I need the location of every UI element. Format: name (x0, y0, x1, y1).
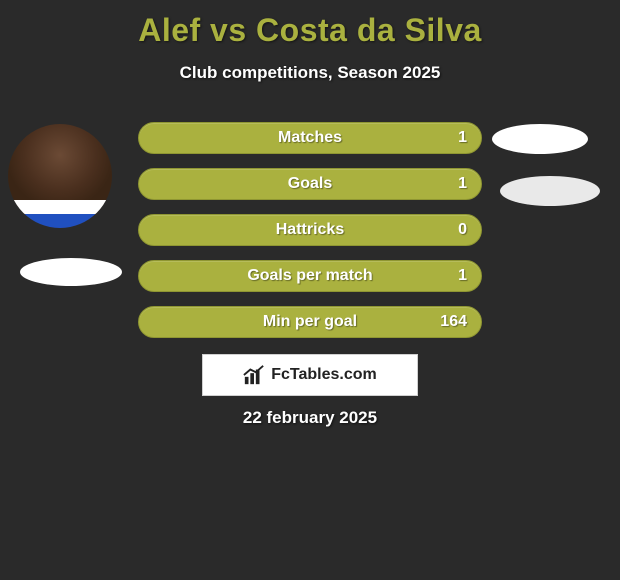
brand-name: FcTables.com (271, 366, 377, 384)
player2-pill-2 (500, 176, 600, 206)
subtitle: Club competitions, Season 2025 (0, 63, 620, 83)
stat-bar-hattricks: Hattricks 0 (138, 214, 482, 246)
player1-name-pill (20, 258, 122, 286)
page-title: Alef vs Costa da Silva (0, 0, 620, 49)
stats-bars: Matches 1 Goals 1 Hattricks 0 Goals per … (138, 122, 482, 352)
stat-value: 1 (458, 261, 467, 291)
stat-bar-goals: Goals 1 (138, 168, 482, 200)
stat-label: Goals (139, 169, 481, 199)
brand-logo[interactable]: FcTables.com (202, 354, 418, 396)
player1-jersey (8, 200, 112, 228)
stat-bar-goals-per-match: Goals per match 1 (138, 260, 482, 292)
comparison-date: 22 february 2025 (0, 408, 620, 428)
stat-value: 1 (458, 123, 467, 153)
stat-bar-matches: Matches 1 (138, 122, 482, 154)
stat-label: Min per goal (139, 307, 481, 337)
stat-value: 1 (458, 169, 467, 199)
stat-label: Goals per match (139, 261, 481, 291)
stat-value: 164 (440, 307, 467, 337)
player1-avatar (8, 124, 112, 228)
stat-value: 0 (458, 215, 467, 245)
stat-label: Hattricks (139, 215, 481, 245)
stat-bar-min-per-goal: Min per goal 164 (138, 306, 482, 338)
player2-pill-1 (492, 124, 588, 154)
stat-label: Matches (139, 123, 481, 153)
barchart-icon (243, 364, 265, 386)
